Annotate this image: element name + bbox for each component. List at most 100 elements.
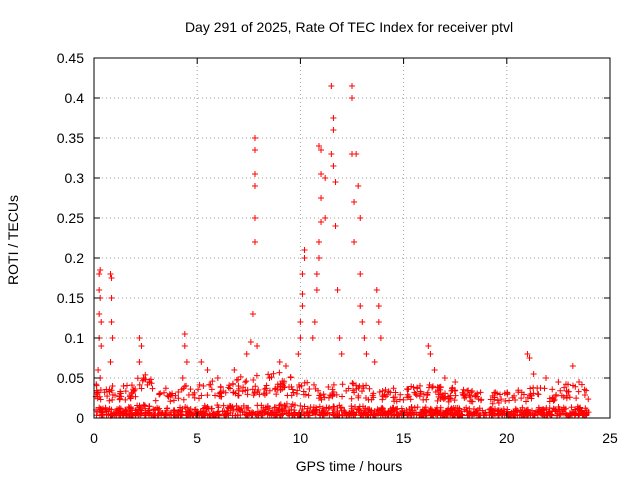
data-point: [138, 343, 145, 349]
baseline-point: [410, 384, 417, 391]
data-point: [200, 383, 207, 389]
baseline-point: [380, 411, 387, 418]
baseline-point: [557, 387, 564, 394]
baseline-point: [140, 401, 147, 408]
baseline-point: [461, 391, 468, 398]
baseline-point: [349, 380, 356, 387]
baseline-point: [417, 390, 424, 397]
baseline-point: [117, 405, 124, 412]
baseline-point: [568, 404, 575, 411]
baseline-point: [477, 411, 484, 418]
baseline-point: [141, 412, 148, 419]
x-tick-label: 10: [293, 430, 309, 446]
baseline-point: [291, 409, 298, 416]
baseline-point: [251, 390, 258, 397]
data-point: [330, 115, 337, 121]
baseline-point: [445, 398, 452, 405]
data-point: [179, 375, 186, 381]
baseline-point: [543, 404, 550, 411]
baseline-point: [138, 410, 145, 417]
data-point: [282, 363, 289, 369]
baseline-point: [96, 393, 103, 400]
baseline-point: [419, 406, 426, 413]
baseline-point: [456, 405, 463, 412]
baseline-point: [390, 385, 397, 392]
baseline-point: [277, 401, 284, 408]
baseline-point: [495, 399, 502, 406]
data-point: [107, 359, 114, 365]
baseline-point: [575, 388, 582, 395]
data-point: [96, 287, 103, 293]
baseline-point: [572, 406, 579, 413]
data-point: [108, 295, 115, 301]
baseline-point: [330, 403, 337, 410]
baseline-point: [149, 385, 156, 392]
data-point: [452, 379, 459, 385]
baseline-point: [345, 385, 352, 392]
baseline-point: [198, 408, 205, 415]
data-point: [299, 271, 306, 277]
baseline-point: [477, 389, 484, 396]
baseline-point: [398, 405, 405, 412]
baseline-point: [252, 383, 259, 390]
baseline-point: [132, 393, 139, 400]
baseline-point: [318, 396, 325, 403]
data-point: [555, 379, 562, 385]
baseline-point: [426, 381, 433, 388]
baseline-point: [468, 398, 475, 405]
baseline-point: [97, 405, 104, 412]
baseline-point: [116, 395, 123, 402]
baseline-point: [548, 412, 555, 419]
data-point: [299, 291, 306, 297]
baseline-point: [330, 381, 337, 388]
baseline-point: [106, 388, 113, 395]
baseline-point: [128, 411, 135, 418]
baseline-point: [224, 407, 231, 414]
baseline-point: [420, 396, 427, 403]
data-point: [181, 343, 188, 349]
y-tick-label: 0.3: [65, 170, 85, 186]
data-point: [332, 179, 339, 185]
data-point: [198, 359, 205, 365]
baseline-point: [200, 405, 207, 412]
baseline-point: [497, 391, 504, 398]
baseline-point: [504, 410, 511, 417]
baseline-point: [316, 403, 323, 410]
baseline-point: [165, 393, 172, 400]
baseline-point: [167, 398, 174, 405]
baseline-point: [498, 396, 505, 403]
baseline-point: [541, 412, 548, 419]
data-point: [334, 287, 341, 293]
baseline-point: [239, 409, 246, 416]
baseline-point: [491, 389, 498, 396]
baseline-point: [333, 412, 340, 419]
baseline-point: [348, 395, 355, 402]
baseline-point: [268, 409, 275, 416]
baseline-point: [349, 387, 356, 394]
data-point: [357, 271, 364, 277]
baseline-point: [470, 409, 477, 416]
baseline-point: [246, 409, 253, 416]
x-tick-label: 25: [602, 430, 618, 446]
baseline-point: [448, 387, 455, 394]
baseline-point: [553, 391, 560, 398]
data-point: [328, 151, 335, 157]
y-tick-label: 0.4: [65, 90, 85, 106]
baseline-point: [98, 409, 105, 416]
baseline-point: [381, 408, 388, 415]
baseline-point: [266, 405, 273, 412]
baseline-point: [489, 410, 496, 417]
data-point: [266, 375, 273, 381]
baseline-point: [473, 410, 480, 417]
baseline-point: [250, 376, 257, 383]
baseline-point: [289, 386, 296, 393]
data-point: [109, 383, 116, 389]
baseline-point: [563, 392, 570, 399]
data-point: [249, 311, 256, 317]
baseline-point: [117, 390, 124, 397]
baseline-point: [216, 390, 223, 397]
baseline-point: [97, 387, 104, 394]
baseline-point: [138, 385, 145, 392]
data-point: [357, 215, 364, 221]
baseline-point: [196, 381, 203, 388]
